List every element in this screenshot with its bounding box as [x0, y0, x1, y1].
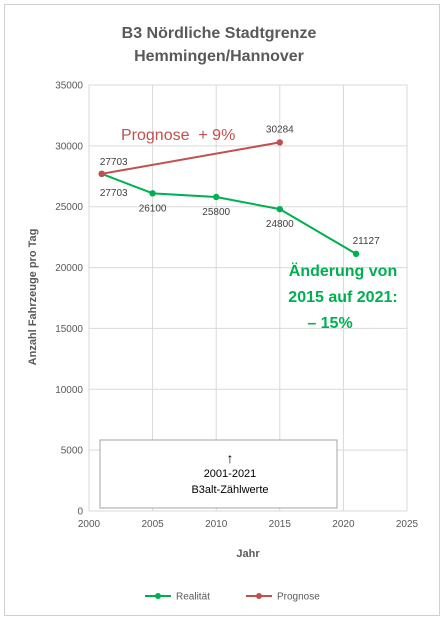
x-axis-ticks: 2000 2005 2010 2015 2020 2025: [78, 519, 419, 530]
data-label: 25800: [202, 207, 230, 218]
y-axis-title: Anzahl Fahrzeuge pro Tag: [27, 229, 39, 366]
data-point: [98, 170, 105, 178]
y-tick-label: 30000: [55, 141, 83, 152]
x-tick-label: 2020: [332, 519, 355, 530]
legend-marker: [155, 593, 161, 599]
y-tick-label: 15000: [55, 324, 83, 335]
data-label: 27703: [100, 157, 128, 168]
prognose-annotation: Prognose + 9%: [121, 127, 235, 144]
data-label: 21127: [353, 236, 381, 247]
chart-title-line-2: Hemmingen/Hannover: [134, 48, 304, 65]
legend-label: Realität: [176, 592, 210, 603]
y-tick-label: 0: [77, 507, 83, 518]
data-label: 30284: [266, 124, 294, 135]
series-group: [98, 139, 360, 258]
data-labels: 27703 26100 25800 24800 21127 27703 30284: [100, 124, 380, 246]
data-point: [149, 190, 156, 197]
chart-container: B3 Nördliche Stadtgrenze Hemmingen/Hanno…: [4, 4, 440, 616]
y-tick-label: 25000: [55, 202, 83, 213]
data-label: 27703: [100, 188, 128, 199]
data-point: [276, 205, 283, 213]
annotation-box: [99, 439, 338, 509]
data-label: 24800: [266, 219, 294, 230]
x-axis-title: Jahr: [236, 548, 260, 560]
legend-marker: [256, 593, 262, 599]
change-annotation-line-1: Änderung von: [289, 262, 397, 280]
y-tick-label: 10000: [55, 385, 83, 396]
x-tick-label: 2010: [205, 519, 228, 530]
annotation-box-line-2: B3alt-Zählwerte: [191, 484, 268, 496]
x-tick-label: 2025: [396, 519, 419, 530]
data-point: [276, 139, 283, 146]
series-line-prognose: [101, 141, 280, 175]
y-axis-ticks: 0 5000 10000 15000 20000 25000 30000 35000: [55, 81, 83, 518]
line-chart: B3 Nördliche Stadtgrenze Hemmingen/Hanno…: [27, 25, 419, 603]
data-point: [213, 193, 220, 201]
y-tick-label: 20000: [55, 263, 83, 274]
chart-title-line-1: B3 Nördliche Stadtgrenze: [122, 25, 317, 42]
change-annotation-line-2: 2015 auf 2021:: [288, 289, 397, 306]
annotation-box-line-1: 2001-2021: [204, 468, 257, 480]
change-annotation-line-3: – 15%: [307, 315, 352, 332]
legend: Realität Prognose: [145, 592, 320, 603]
gridlines: [88, 84, 408, 512]
data-point: [352, 250, 360, 258]
legend-label: Prognose: [277, 592, 320, 603]
y-tick-label: 35000: [55, 81, 83, 92]
y-tick-label: 5000: [61, 446, 84, 457]
data-label: 26100: [139, 203, 167, 214]
x-tick-label: 2000: [78, 519, 101, 530]
annotation-arrow: ↑: [227, 450, 234, 466]
x-tick-label: 2005: [141, 519, 164, 530]
x-tick-label: 2015: [269, 519, 292, 530]
